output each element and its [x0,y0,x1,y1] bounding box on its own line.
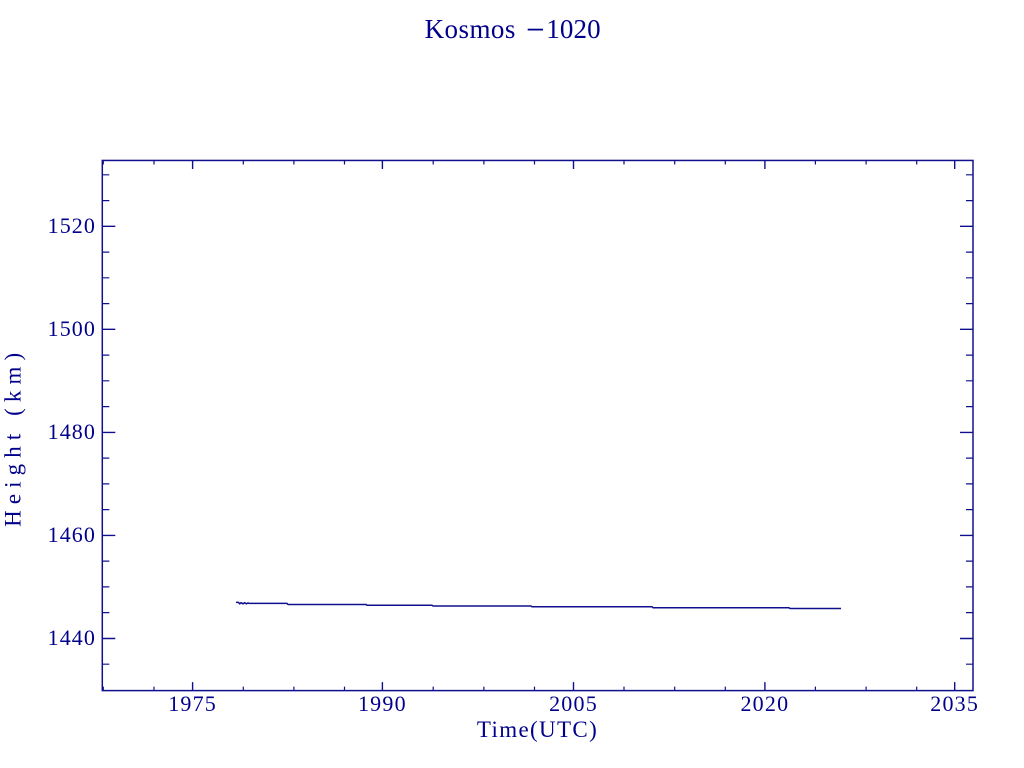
svg-text:2035: 2035 [930,691,979,716]
svg-text:1990: 1990 [358,691,407,716]
svg-text:1975: 1975 [168,691,217,716]
svg-text:1500: 1500 [48,316,96,341]
svg-text:1480: 1480 [48,419,96,444]
svg-text:Height (km): Height (km) [1,347,26,527]
svg-text:1440: 1440 [48,625,96,650]
svg-text:1460: 1460 [48,522,96,547]
svg-text:2005: 2005 [549,691,598,716]
svg-text:Time(UTC): Time(UTC) [477,717,598,742]
svg-text:2020: 2020 [740,691,789,716]
svg-text:1520: 1520 [48,213,96,238]
